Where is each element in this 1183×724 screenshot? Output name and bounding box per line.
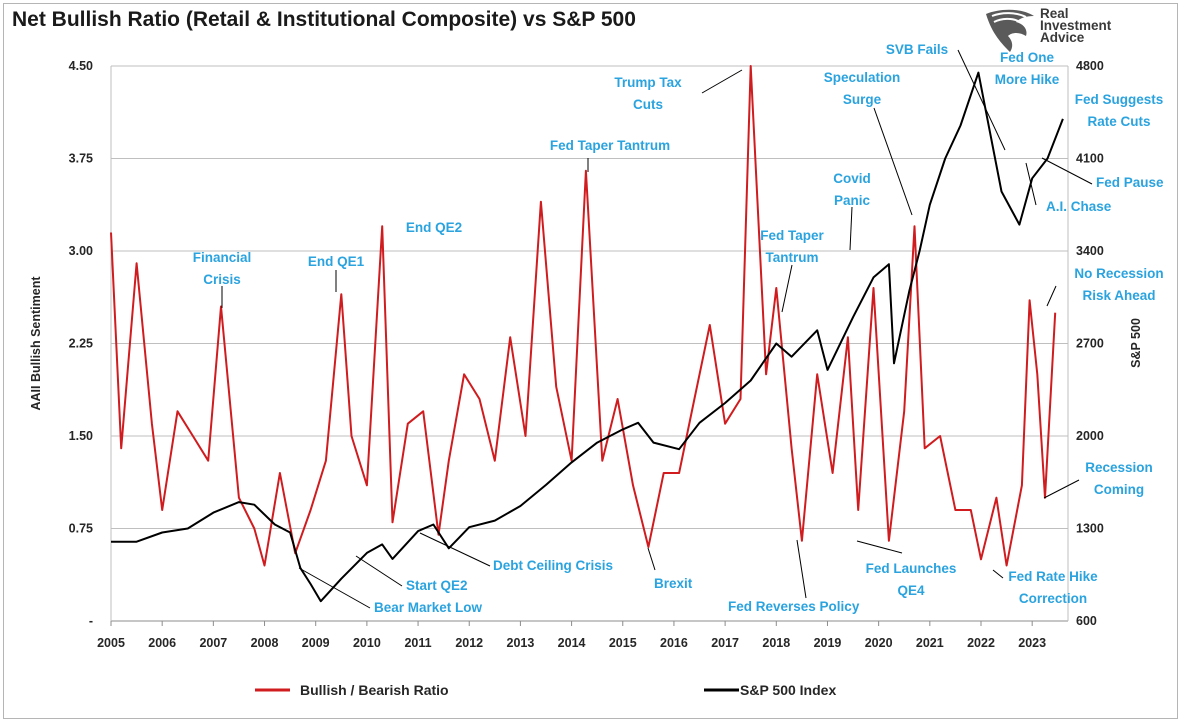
x-tick-label: 2020 bbox=[865, 636, 893, 650]
y2-tick-label: 2700 bbox=[1076, 337, 1104, 351]
x-tick-label: 2011 bbox=[404, 636, 431, 650]
annotation-label: Recession Coming bbox=[1085, 460, 1153, 497]
annotation-label: Brexit bbox=[654, 576, 693, 591]
y2-tick-label: 1300 bbox=[1076, 522, 1104, 536]
y-tick-label: 1.50 bbox=[69, 429, 93, 443]
axes: - 0.75 1.50 2.25 3.00 3.75 4.50 600 1300 2000 2700… bbox=[29, 59, 1143, 650]
annotation-label: Fed Taper Tantrum bbox=[550, 138, 670, 153]
y-tick-label: 0.75 bbox=[69, 522, 93, 536]
x-tick-label: 2006 bbox=[148, 636, 176, 650]
y2-tick-label: 600 bbox=[1076, 614, 1097, 628]
x-tick-label: 2015 bbox=[609, 636, 637, 650]
y-tick-label: 3.75 bbox=[69, 152, 93, 166]
legend-label-sp500: S&P 500 Index bbox=[740, 682, 836, 698]
x-tick-label: 2005 bbox=[97, 636, 125, 650]
y-tick-label: 3.00 bbox=[69, 244, 93, 258]
annotation-label: End QE1 bbox=[308, 254, 365, 269]
annotation-leader bbox=[992, 569, 1004, 579]
annotation-leader bbox=[849, 206, 853, 251]
x-tick-label: 2022 bbox=[967, 636, 995, 650]
annotation-leader bbox=[957, 49, 1006, 151]
y2-axis-title: S&P 500 bbox=[1129, 318, 1143, 368]
x-tick-label: 2013 bbox=[507, 636, 535, 650]
annotation-leader bbox=[1025, 162, 1037, 206]
grid-lines bbox=[110, 65, 1069, 622]
x-tick-label: 2007 bbox=[199, 636, 227, 650]
annotation-leader bbox=[796, 539, 807, 599]
annotation-label: Fed One More Hike bbox=[995, 50, 1060, 87]
annotation-label: Start QE2 bbox=[406, 578, 468, 593]
x-tick-label: 2008 bbox=[251, 636, 279, 650]
annotations-layer: Financial Crisis End QE1 End QE2 Fed Taper T… bbox=[193, 42, 1164, 615]
annotation-label: No Recession Risk Ahead bbox=[1074, 266, 1163, 303]
x-tick-label: 2012 bbox=[455, 636, 483, 650]
annotation-label: SVB Fails bbox=[886, 42, 948, 57]
annotation-leader bbox=[856, 540, 903, 554]
annotation-leader bbox=[647, 547, 656, 571]
logo-line-3: Advice bbox=[1040, 30, 1085, 45]
y-axis-title: AAII Bullish Sentiment bbox=[29, 276, 43, 411]
real-investment-advice-logo: Real Investment Advice bbox=[982, 6, 1142, 56]
annotation-leader bbox=[419, 532, 491, 567]
y-tick-label: 2.25 bbox=[69, 337, 93, 351]
annotation-label: Fed Taper Tantrum bbox=[760, 228, 824, 265]
annotation-leader bbox=[781, 264, 793, 313]
annotation-label: Fed Reverses Policy bbox=[728, 599, 860, 614]
logo-line-1: Real bbox=[1040, 6, 1069, 21]
x-tick-label: 2019 bbox=[814, 636, 842, 650]
annotation-label: A.I. Chase bbox=[1046, 199, 1112, 214]
legend: Bullish / Bearish Ratio S&P 500 Index bbox=[255, 682, 836, 698]
y-tick-label: - bbox=[89, 614, 93, 628]
x-tick-label: 2017 bbox=[711, 636, 739, 650]
x-tick-label: 2009 bbox=[302, 636, 330, 650]
annotation-label: Fed Rate Hike Correction bbox=[1008, 569, 1098, 606]
annotation-leader bbox=[1043, 479, 1080, 499]
series-line-bullish-bearish-ratio bbox=[110, 65, 1057, 567]
annotation-leader bbox=[298, 567, 371, 609]
annotation-leader bbox=[1046, 285, 1057, 307]
x-tick-label: 2010 bbox=[353, 636, 381, 650]
annotation-leader bbox=[355, 555, 403, 587]
annotation-label: Fed Pause bbox=[1096, 175, 1164, 190]
annotation-label: End QE2 bbox=[406, 220, 462, 235]
series-layer bbox=[110, 65, 1064, 603]
annotation-label: Debt Ceiling Crisis bbox=[493, 558, 613, 573]
x-tick-label: 2014 bbox=[558, 636, 586, 650]
annotation-label: Speculation Surge bbox=[824, 70, 901, 107]
annotation-label: Fed Suggests Rate Cuts bbox=[1075, 92, 1164, 129]
y-tick-label: 4.50 bbox=[69, 59, 93, 73]
annotation-label: Fed Launches QE4 bbox=[866, 561, 957, 598]
logo-text: Real Investment Advice bbox=[1040, 6, 1112, 45]
chart-title: Net Bullish Ratio (Retail & Institutiona… bbox=[12, 8, 636, 31]
annotation-leader bbox=[701, 69, 743, 94]
annotation-label: Trump Tax Cuts bbox=[614, 75, 682, 112]
y2-tick-label: 4800 bbox=[1076, 59, 1104, 73]
annotation-label: Financial Crisis bbox=[193, 250, 252, 287]
legend-label-ratio: Bullish / Bearish Ratio bbox=[300, 682, 449, 698]
annotation-leader bbox=[873, 107, 913, 216]
logo-line-2: Investment bbox=[1040, 18, 1112, 33]
annotation-label: Covid Panic bbox=[833, 171, 871, 208]
eagle-head-icon bbox=[986, 9, 1034, 53]
y2-tick-label: 4100 bbox=[1076, 152, 1104, 166]
y2-tick-label: 3400 bbox=[1076, 244, 1104, 258]
x-tick-label: 2016 bbox=[660, 636, 688, 650]
annotation-leader bbox=[1041, 157, 1093, 185]
y2-tick-label: 2000 bbox=[1076, 429, 1104, 443]
x-tick-label: 2023 bbox=[1018, 636, 1046, 650]
chart-frame bbox=[3, 3, 1178, 719]
x-tick-label: 2018 bbox=[762, 636, 790, 650]
x-tick-label: 2021 bbox=[916, 636, 944, 650]
annotation-label: Bear Market Low bbox=[374, 600, 483, 615]
series-line-sp500-index bbox=[111, 71, 1064, 603]
